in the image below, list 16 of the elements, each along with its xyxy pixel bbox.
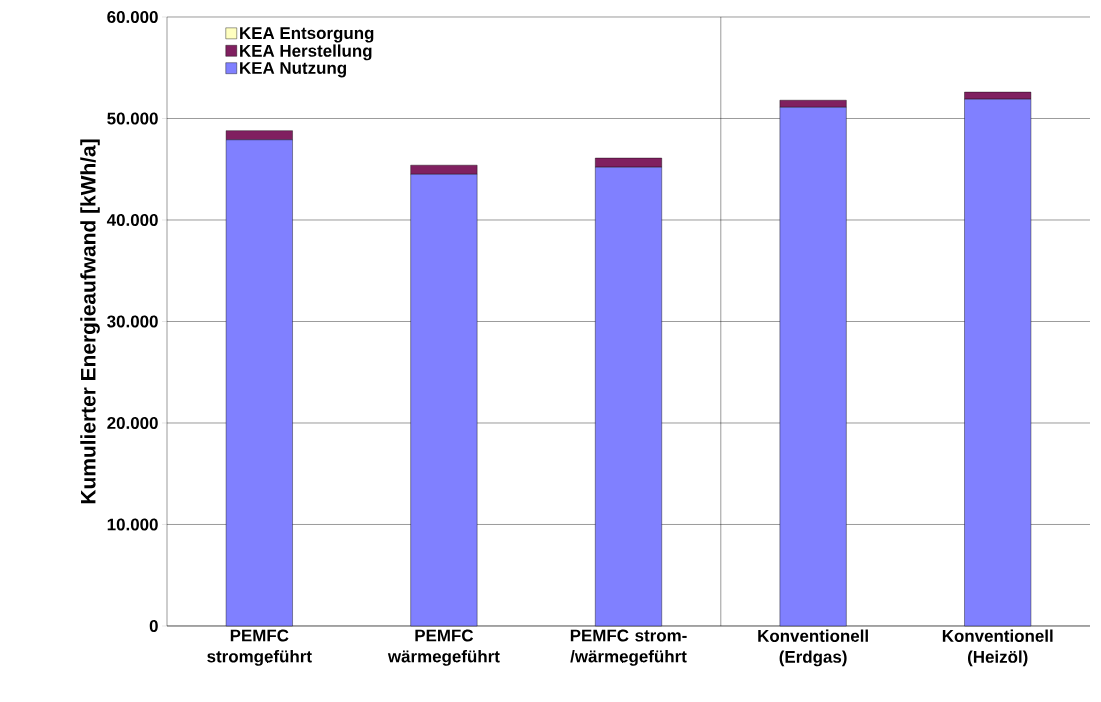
x-tick-label: Konventionell (Heizöl) [942,629,1053,667]
y-tick-label: 40.000 [106,213,158,226]
legend-label: KEA Herstellung [240,44,372,61]
legend-label: KEA Nutzung [240,62,347,78]
y-tick-label: 60.000 [107,10,158,23]
y-axis-title: Kumulierter Energieaufwand [kWh/a] [80,139,100,504]
y-tick-label: 0 [149,619,158,632]
y-tick-label: 50.000 [107,112,158,125]
x-tick-label: PEMFC wärmegeführt [387,629,500,666]
legend-label: KEA Entsorgung [240,27,374,43]
y-tick-label: 10.000 [107,518,158,531]
y-tick-label: 20.000 [107,416,158,429]
x-tick-label: PEMFC stromgeführt [207,629,312,666]
y-tick-label: 30.000 [107,315,158,328]
x-tick-label: PEMFC strom-/wärmegeführt [570,629,687,666]
x-tick-label: Konventionell (Erdgas) [758,629,868,667]
